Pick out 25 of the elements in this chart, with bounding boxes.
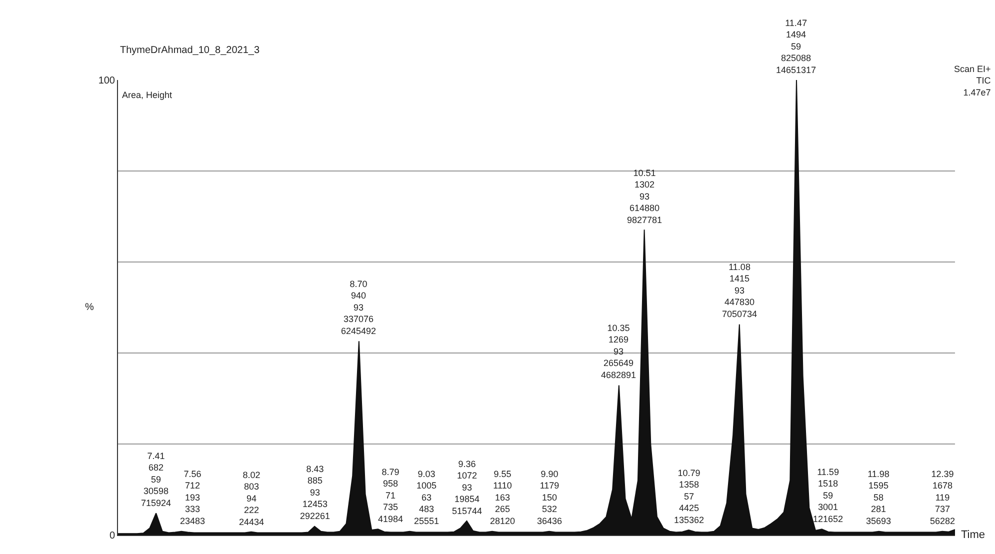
annotation: 10.35 1269 93 265649 4682891 xyxy=(601,323,636,380)
annotation: 8.43 885 93 12453 292261 xyxy=(300,464,330,521)
y-tick-label: 0 xyxy=(109,530,116,542)
annotation: 8.70 940 93 337076 6245492 xyxy=(341,279,376,336)
annotation: 11.98 1595 58 281 35693 xyxy=(866,469,892,526)
annotation: 11.08 1415 93 447830 7050734 xyxy=(722,262,758,319)
annotation: 9.90 1179 150 532 36436 xyxy=(537,469,562,526)
annotation: 11.59 1518 59 3001 121652 xyxy=(813,467,844,524)
annotation: 10.51 1302 93 614880 9827781 xyxy=(627,168,662,225)
x-axis-title: Time xyxy=(961,529,986,541)
annotation: 8.79 958 71 735 41984 xyxy=(378,467,404,524)
chart-title: ThymeDrAhmad_10_8_2021_3 xyxy=(120,45,260,56)
annotation: 7.41 682 59 30598 715924 xyxy=(141,451,172,508)
annotation: 9.03 1005 63 483 25551 xyxy=(414,469,440,526)
annotation: 7.56 712 193 333 23483 xyxy=(180,469,206,526)
annotation: 11.47 1494 59 825088 14651317 xyxy=(776,18,816,75)
annotation: 9.36 1072 93 19854 515744 xyxy=(452,459,482,516)
annotation: Scan EI+ TIC 1.47e7 xyxy=(954,64,992,98)
annotation: 10.79 1358 57 4425 135362 xyxy=(674,468,704,525)
y-tick-label: 100 xyxy=(98,76,116,86)
annotation: Area, Height xyxy=(122,90,173,100)
y-axis-title: % xyxy=(85,302,94,313)
annotation: 9.55 1110 163 265 28120 xyxy=(490,469,516,526)
annotation: 8.02 803 94 222 24434 xyxy=(239,470,264,527)
annotation: 12.39 1678 119 737 56282 xyxy=(930,469,956,526)
